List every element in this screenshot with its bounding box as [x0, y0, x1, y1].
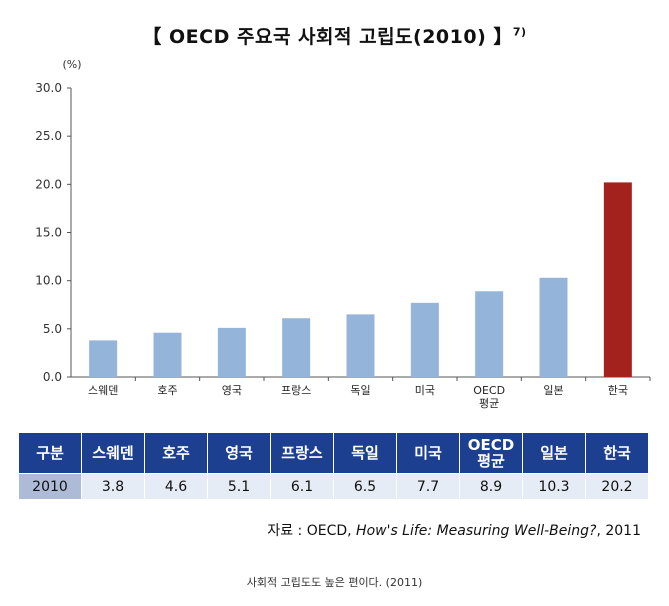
table-cell: 6.5: [333, 473, 397, 500]
table-row-label: 2010: [18, 473, 82, 500]
y-tick-label: 15.0: [35, 226, 62, 240]
y-unit-label: (%): [62, 58, 81, 71]
table-cell: 8.9: [459, 473, 523, 500]
x-tick-label: 영국: [222, 384, 242, 397]
x-tick-label: OECD: [473, 384, 505, 397]
table-cell: 4.6: [144, 473, 208, 500]
y-tick-label: 5.0: [43, 322, 62, 336]
table-header-cell: OECD 평균: [459, 432, 523, 474]
x-tick-label: 일본: [543, 383, 563, 397]
x-tick-label: 한국: [608, 384, 628, 397]
y-tick-label: 10.0: [35, 274, 62, 288]
table-cell: 20.2: [585, 473, 649, 500]
bar: [89, 340, 118, 377]
x-tick-label: 호주: [157, 384, 177, 397]
chart-title: 【 OECD 주요국 사회적 고립도(2010) 】7): [0, 22, 669, 49]
bar: [346, 314, 375, 377]
table-cell: 10.3: [522, 473, 586, 500]
source-suffix: , 2011: [596, 523, 641, 539]
source-title: How's Life: Measuring Well-Being?: [356, 523, 597, 539]
y-tick-label: 0.0: [43, 370, 62, 384]
bar: [410, 302, 439, 377]
source-prefix: 자료 : OECD,: [267, 523, 357, 539]
x-tick-label: 미국: [415, 384, 435, 397]
bar: [603, 182, 632, 377]
table-row: 2010 3.8 4.6 5.1 6.1 6.5 7.7 8.9 10.3 20.2: [18, 473, 649, 500]
bar: [539, 277, 568, 377]
bar: [282, 318, 311, 377]
table-header-row: 구분 스웨덴 호주 영국 프랑스 독일 미국 OECD 평균 일본 한국: [18, 432, 649, 474]
bar: [153, 332, 182, 377]
chart-title-text: 【 OECD 주요국 사회적 고립도(2010) 】: [142, 26, 513, 48]
table-header-cell: 한국: [585, 432, 649, 474]
table-header-cell: 구분: [18, 432, 82, 474]
data-table: 구분 스웨덴 호주 영국 프랑스 독일 미국 OECD 평균 일본 한국 2010 3.8 4.6 5.1…: [18, 432, 649, 500]
y-tick-label: 30.0: [35, 81, 62, 95]
bar: [217, 327, 246, 377]
x-tick-label: 독일: [350, 383, 370, 397]
table-header-cell: 독일: [333, 432, 397, 474]
table-cell: 3.8: [81, 473, 145, 500]
source-note: 자료 : OECD, How's Life: Measuring Well-Be…: [267, 520, 641, 540]
image-caption: 사회적 고립도도 높은 편이다. (2011): [246, 576, 423, 589]
x-tick-label: 스웨덴: [88, 384, 118, 397]
footnote-marker: 7): [512, 25, 527, 39]
table-header-cell: 스웨덴: [81, 432, 145, 474]
table-header-cell: 호주: [144, 432, 208, 474]
axis-layer: (%) 0.0 5.0 10.0 15.0 20.0 25.0 30.0: [35, 58, 651, 384]
table-header-cell: 미국: [396, 432, 460, 474]
table-cell: 6.1: [270, 473, 334, 500]
bar: [475, 291, 504, 377]
x-tick-label: 프랑스: [281, 384, 311, 397]
table-header-cell: 영국: [207, 432, 271, 474]
x-tick-label: 평균: [479, 397, 499, 410]
table-header-cell: 프랑스: [270, 432, 334, 474]
table-cell: 7.7: [396, 473, 460, 500]
table-header-cell: 일본: [522, 432, 586, 474]
table-cell: 5.1: [207, 473, 271, 500]
bar-chart: (%) 0.0 5.0 10.0 15.0 20.0 25.0 30.0 스웨덴 호주 영국 프랑스…: [35, 58, 651, 410]
y-tick-label: 25.0: [35, 129, 62, 143]
y-tick-label: 20.0: [35, 177, 62, 191]
bar-layer: [89, 182, 632, 377]
